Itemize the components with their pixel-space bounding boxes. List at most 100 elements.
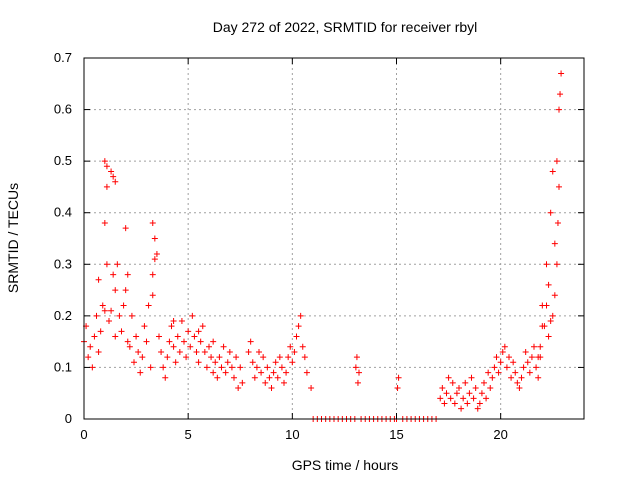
data-point xyxy=(276,354,283,361)
data-point xyxy=(103,183,110,190)
data-point xyxy=(549,168,556,175)
data-point xyxy=(210,369,217,376)
x-tick-label: 0 xyxy=(80,427,87,442)
data-point xyxy=(533,364,540,371)
data-point xyxy=(526,369,533,376)
data-point xyxy=(481,379,487,386)
data-point xyxy=(443,390,450,397)
data-point xyxy=(264,364,271,371)
data-point xyxy=(303,369,310,376)
data-point xyxy=(199,323,206,330)
data-point xyxy=(112,287,119,294)
data-point xyxy=(95,276,102,283)
data-point xyxy=(262,379,269,386)
data-point xyxy=(474,405,481,412)
data-point xyxy=(197,338,204,345)
data-point xyxy=(520,364,527,371)
data-point xyxy=(147,364,154,371)
data-point xyxy=(101,220,108,227)
data-point xyxy=(356,369,362,376)
y-axis-ticks: 0 0.1 0.2 0.3 0.4 0.5 0.6 0.7 xyxy=(54,50,584,426)
data-point xyxy=(512,369,519,376)
data-point xyxy=(291,348,298,355)
x-tick-label: 15 xyxy=(389,427,403,442)
data-point xyxy=(557,91,564,98)
data-point xyxy=(99,302,106,309)
data-point xyxy=(439,385,446,392)
data-point xyxy=(103,261,110,268)
data-point xyxy=(487,385,494,392)
x-axis-ticks: 0 5 10 15 20 xyxy=(80,58,508,442)
data-point xyxy=(522,348,529,355)
data-point xyxy=(464,400,471,407)
y-tick-label: 0.6 xyxy=(54,102,72,117)
data-point xyxy=(458,405,465,412)
data-point xyxy=(462,379,469,386)
data-point xyxy=(131,359,137,366)
data-point xyxy=(128,312,135,319)
data-point xyxy=(124,338,131,345)
data-point xyxy=(553,158,560,165)
data-point xyxy=(226,348,233,355)
y-tick-label: 0.7 xyxy=(54,50,72,65)
data-point xyxy=(449,379,456,386)
data-point xyxy=(195,328,202,335)
data-point xyxy=(214,374,221,381)
data-point xyxy=(228,364,235,371)
data-point xyxy=(528,354,535,361)
data-point xyxy=(216,354,223,361)
data-point xyxy=(499,348,506,355)
y-tick-label: 0.1 xyxy=(54,359,72,374)
data-point xyxy=(354,379,361,386)
data-point xyxy=(281,379,287,386)
x-axis-label: GPS time / hours xyxy=(292,457,399,473)
data-point xyxy=(478,390,485,397)
data-point xyxy=(203,364,210,371)
data-point xyxy=(122,287,129,294)
data-point xyxy=(189,312,196,319)
data-point xyxy=(168,323,175,330)
data-point xyxy=(89,364,96,371)
data-point xyxy=(247,338,254,345)
data-point xyxy=(103,163,110,170)
data-point xyxy=(456,385,462,392)
data-point xyxy=(233,354,240,361)
data-point xyxy=(110,271,117,278)
data-point xyxy=(395,374,402,381)
data-point xyxy=(253,364,260,371)
data-point xyxy=(514,379,521,386)
data-point xyxy=(201,348,208,355)
data-point xyxy=(166,338,173,345)
data-point xyxy=(491,364,498,371)
y-axis-label: SRMTID / TECUs xyxy=(5,183,21,293)
data-point xyxy=(558,70,565,77)
data-point xyxy=(220,343,227,350)
y-tick-label: 0 xyxy=(65,411,72,426)
data-point xyxy=(289,359,296,366)
data-point xyxy=(210,338,217,345)
data-point xyxy=(549,312,556,319)
data-point xyxy=(551,292,558,299)
data-point xyxy=(503,364,510,371)
data-point xyxy=(139,354,146,361)
data-point xyxy=(547,209,554,216)
data-point xyxy=(278,364,285,371)
data-point xyxy=(495,369,502,376)
data-point xyxy=(91,333,98,340)
data-point xyxy=(510,359,517,366)
data-point xyxy=(181,338,187,345)
data-point xyxy=(535,354,542,361)
data-point xyxy=(172,359,179,366)
data-point xyxy=(160,364,167,371)
data-point xyxy=(174,333,181,340)
data-point xyxy=(185,328,192,335)
data-point xyxy=(151,256,158,263)
data-point xyxy=(149,220,156,227)
data-point xyxy=(206,343,212,350)
data-point xyxy=(268,385,275,392)
data-point xyxy=(195,359,202,366)
data-point xyxy=(135,348,142,355)
data-point xyxy=(301,354,308,361)
data-point xyxy=(518,374,525,381)
